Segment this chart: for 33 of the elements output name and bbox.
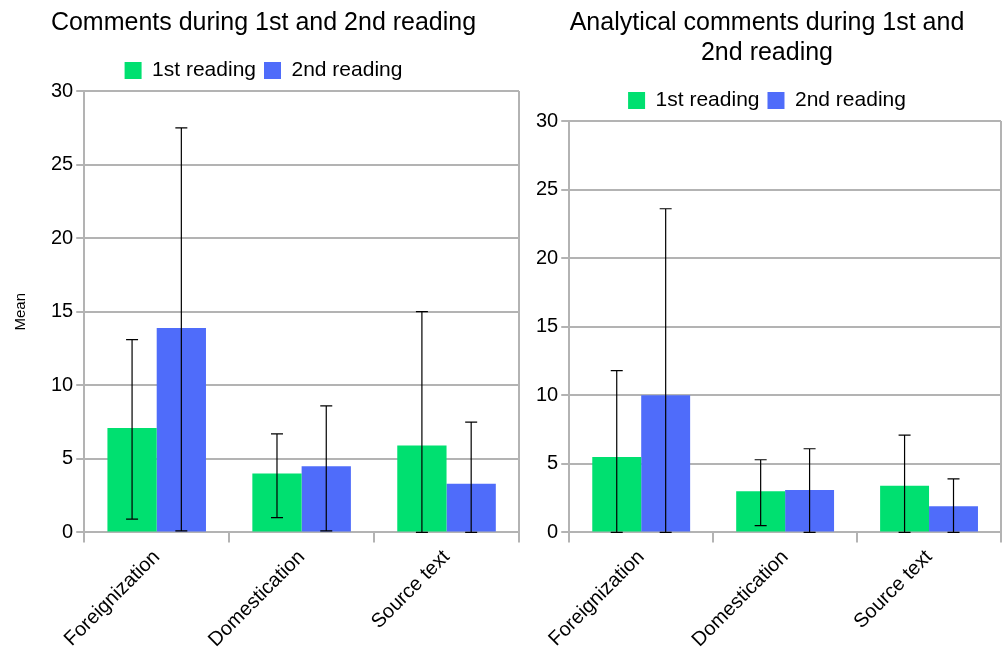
bar [446, 483, 496, 532]
y-tick-label: 20 [51, 225, 74, 248]
legend-label: 1st reading [655, 87, 760, 111]
bar [880, 485, 930, 532]
bar [397, 445, 447, 532]
bar [785, 489, 835, 532]
bar [736, 491, 786, 532]
y-tick-label: 20 [536, 245, 559, 268]
bar [301, 466, 351, 532]
bar [929, 506, 978, 532]
bar [107, 427, 157, 532]
y-tick-label: 5 [547, 451, 559, 474]
y-tick-label: 30 [51, 78, 74, 101]
legend-label: 2nd reading [291, 57, 403, 81]
y-tick-label: 15 [536, 314, 559, 337]
chart-title: Analytical comments during 1st and 2nd reading [569, 6, 965, 65]
bar [641, 395, 691, 532]
legend-label: 2nd reading [794, 87, 906, 111]
legend-label: 1st reading [152, 57, 256, 81]
bar [252, 473, 302, 532]
bar [592, 457, 642, 532]
y-tick-label: 5 [62, 446, 74, 469]
y-tick-label: 10 [536, 382, 559, 405]
y-tick-label: 0 [62, 519, 74, 542]
y-tick-label: 30 [536, 108, 559, 131]
y-tick-label: 10 [51, 372, 74, 395]
y-tick-label: 0 [547, 519, 559, 542]
y-axis-title: Mean [11, 292, 29, 331]
y-tick-label: 25 [536, 177, 559, 200]
bar [156, 327, 206, 532]
chart-title: Comments during 1st and 2nd reading [50, 6, 477, 35]
y-tick-label: 15 [51, 299, 74, 322]
y-tick-label: 25 [51, 152, 74, 175]
